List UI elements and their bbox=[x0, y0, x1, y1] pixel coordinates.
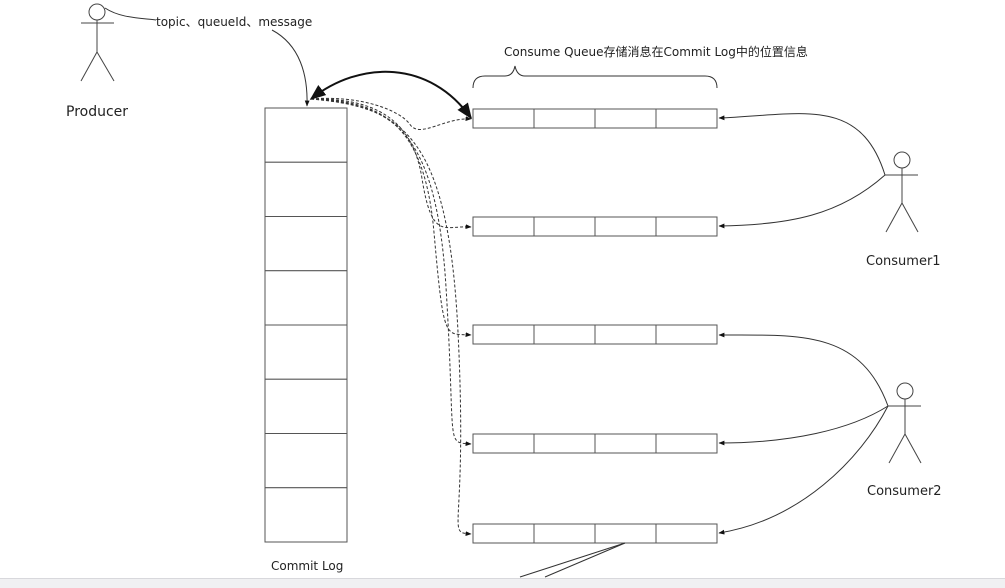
queue-cell bbox=[594, 216, 657, 237]
commit-log-cell bbox=[264, 324, 348, 380]
consume-queue-brace bbox=[472, 65, 718, 89]
producer-message-line bbox=[104, 7, 157, 21]
message-to-commitlog-arrow bbox=[271, 29, 310, 107]
commit-log-cell bbox=[264, 161, 348, 217]
queue-cell bbox=[472, 523, 535, 544]
bottom-scroll-bar[interactable] bbox=[0, 578, 1005, 588]
consume-queue-label: Consume Queue存储消息在Commit Log中的位置信息 bbox=[504, 45, 808, 59]
queue-cell bbox=[594, 324, 657, 345]
commit-log-cell bbox=[264, 487, 348, 543]
queue-cell bbox=[594, 108, 657, 129]
message-label: topic、queueId、message bbox=[156, 15, 313, 29]
queue-cell bbox=[655, 108, 718, 129]
commit-log-cell bbox=[264, 378, 348, 434]
consume-queues bbox=[472, 108, 718, 544]
main-bidirectional-arrow bbox=[309, 70, 472, 120]
queue-cell bbox=[655, 433, 718, 454]
producer-label: Producer bbox=[66, 104, 129, 120]
commit-log-box bbox=[264, 107, 348, 543]
commit-log-label: Commit Log bbox=[271, 559, 344, 573]
commit-log-cell bbox=[264, 433, 348, 489]
consumer-arrow bbox=[718, 332, 889, 407]
queue-cell bbox=[472, 433, 535, 454]
commit-log-cell bbox=[264, 270, 348, 326]
queue-cell bbox=[533, 433, 596, 454]
queue-cell bbox=[655, 324, 718, 345]
queue-cell bbox=[655, 216, 718, 237]
queue-cell bbox=[472, 216, 535, 237]
queue-cell bbox=[655, 523, 718, 544]
queue-cell bbox=[533, 216, 596, 237]
consumer-arrow bbox=[718, 405, 889, 535]
commit-log-cell bbox=[264, 107, 348, 163]
consumer-arrow bbox=[718, 113, 886, 176]
consumer-arrow bbox=[718, 405, 889, 446]
queue-cell bbox=[594, 433, 657, 454]
queue-cell bbox=[472, 108, 535, 129]
queue-cell bbox=[472, 324, 535, 345]
commit-log-cell bbox=[264, 216, 348, 272]
consumer1-label: Consumer1 bbox=[866, 254, 941, 269]
queue-cell bbox=[533, 324, 596, 345]
dispatch-arrow bbox=[310, 98, 472, 536]
queue-cell bbox=[594, 523, 657, 544]
dispatch-arrows bbox=[309, 70, 472, 536]
queue-cell bbox=[533, 523, 596, 544]
producer-actor-icon bbox=[80, 3, 115, 82]
consumer-arrow bbox=[718, 174, 886, 229]
consumer2-label: Consumer2 bbox=[867, 484, 942, 499]
consumer1-actor-icon bbox=[885, 151, 919, 233]
consumer2-actor-icon bbox=[888, 382, 922, 464]
queue-cell bbox=[533, 108, 596, 129]
